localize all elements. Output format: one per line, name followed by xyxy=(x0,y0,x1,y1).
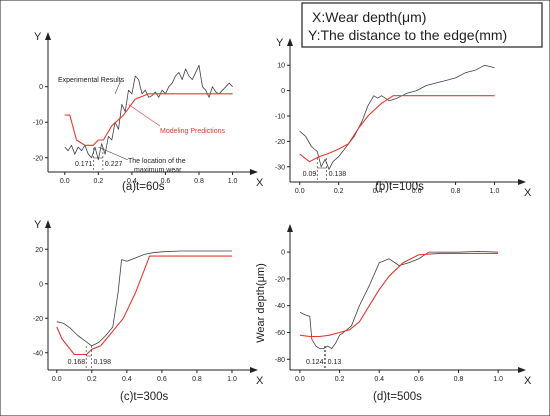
panel-b-x-axis-letter: X xyxy=(524,187,532,199)
panel-a-x-tick-label: 0.6 xyxy=(161,178,171,185)
panel-a-model-line xyxy=(64,93,233,146)
annotation-model-leader xyxy=(128,104,161,127)
panel-b-marker-label: 0.09 xyxy=(303,171,317,178)
panel-b-x-axis-arrow xyxy=(518,179,526,185)
x-definition: X:Wear depth(μm) xyxy=(312,9,426,25)
panel-c-caption: (c)t=300s xyxy=(120,391,169,403)
panel-d-y-axis-title: Wear depth(μm) xyxy=(255,263,267,343)
axis-key: X:Wear depth(μm) Y:The distance to the e… xyxy=(301,2,543,48)
panel-b-y-tick-label: 0 xyxy=(281,88,285,95)
panel-c-x-tick-label: 0.8 xyxy=(192,376,202,383)
panel-a-marker-label: 0.227 xyxy=(105,161,123,168)
panel-d-model-line xyxy=(299,252,499,338)
panel-c-x-tick-label: 0.0 xyxy=(52,376,62,383)
annotation-model: Modeling Predictions xyxy=(160,128,225,135)
panel-b-y-axis-letter: Y xyxy=(276,37,284,49)
panel-a-y-tick-label: -20 xyxy=(33,155,43,162)
panel-d-x-axis-letter: X xyxy=(524,375,532,387)
panel-a-x-tick-label: 0.2 xyxy=(93,178,103,185)
panel-a-y-tick-label: -10 xyxy=(33,120,43,127)
panel-c: (c)t=300s X Y 0.0 0.2 0.4 0.6 0.8 1.0 -40 -20 0 20 0… xyxy=(33,219,264,403)
panel-b-y-tick-label: -10 xyxy=(275,114,285,121)
panel-b-x-tick-label: 0.6 xyxy=(412,188,422,195)
axis-key-frame xyxy=(301,2,543,48)
panel-c-y-tick-label: 20 xyxy=(35,247,43,254)
panel-b-x-tick-label: 0.2 xyxy=(334,188,344,195)
panel-b: (b)t=100s X Y 0.0 0.2 0.4 0.6 0.8 1.0 -30 -20 -10 0… xyxy=(275,37,532,199)
panel-a-x-tick-label: 1.0 xyxy=(228,178,238,185)
panel-c-experimental-line xyxy=(56,250,232,347)
panel-b-experimental-line xyxy=(299,64,495,170)
panel-d-x-tick-label: 0.0 xyxy=(295,376,305,383)
panel-a-x-axis-letter: X xyxy=(256,177,264,189)
panel-d-marker-label: 0.13 xyxy=(328,359,342,366)
panel-d-x-tick-label: 1.0 xyxy=(493,376,503,383)
panel-d-y-tick-label: -80 xyxy=(275,357,285,364)
panel-a-x-tick-label: 0.0 xyxy=(60,178,70,185)
panel-d-caption: (d)t=500s xyxy=(373,391,422,403)
panel-d-y-axis-arrow xyxy=(287,224,293,232)
panel-c-y-tick-label: -40 xyxy=(33,350,43,357)
panel-c-marker-label: 0.198 xyxy=(93,359,111,366)
panel-a: (a)t=60s X Y 0.0 0.2 0.4 0.6 0.8 1.0 -20 -10 0 0.17… xyxy=(33,31,264,193)
panel-b-x-tick-label: 1.0 xyxy=(490,188,500,195)
panel-a-caption: (a)t=60s xyxy=(122,181,165,193)
panel-a-marker-label: 0.171 xyxy=(75,161,93,168)
panel-b-y-tick-label: -30 xyxy=(275,164,285,171)
panel-c-x-tick-label: 0.2 xyxy=(87,376,97,383)
panel-b-x-tick-label: 0.4 xyxy=(373,188,383,195)
panel-d-x-tick-label: 0.6 xyxy=(414,376,424,383)
panel-c-model-line xyxy=(56,255,232,356)
panel-c-y-tick-label: -20 xyxy=(33,316,43,323)
panel-c-x-tick-label: 0.6 xyxy=(157,376,167,383)
annotation-experimental-leader xyxy=(114,79,122,94)
panel-d-y-tick-label: -40 xyxy=(275,303,285,310)
annotation-max-wear-1: The location of the xyxy=(128,158,186,165)
panel-b-y-tick-label: 10 xyxy=(277,63,285,70)
y-definition: Y:The distance to the edge(mm) xyxy=(308,27,507,43)
panel-c-x-axis-letter: X xyxy=(256,375,264,387)
panel-a-y-axis-arrow xyxy=(45,32,51,40)
annotation-max-wear-2: maximum wear xyxy=(134,167,182,174)
panel-b-x-tick-label: 0.0 xyxy=(295,188,305,195)
panel-d-y-tick-label: -20 xyxy=(275,276,285,283)
panel-d-x-axis-arrow xyxy=(518,367,526,373)
panel-c-x-tick-label: 1.0 xyxy=(227,376,237,383)
panel-b-y-tick-label: -20 xyxy=(275,139,285,146)
panel-d-y-tick-label: 0 xyxy=(281,250,285,257)
panel-c-y-tick-label: 0 xyxy=(39,281,43,288)
panel-a-x-tick-label: 0.8 xyxy=(194,178,204,185)
panel-b-y-axis-arrow xyxy=(287,38,293,46)
annotation-experimental: Experimental Results xyxy=(58,77,125,84)
panel-a-x-tick-label: 0.4 xyxy=(127,178,137,185)
panel-a-experimental-line xyxy=(64,64,233,161)
panel-c-y-axis-arrow xyxy=(45,220,51,228)
panel-b-caption: (b)t=100s xyxy=(375,181,424,193)
annotation-max-wear-leader xyxy=(98,146,129,161)
panel-a-y-axis-letter: Y xyxy=(34,31,42,43)
panel-c-x-axis-arrow xyxy=(250,367,258,373)
panel-a-x-axis-arrow xyxy=(250,169,258,175)
panel-d-experimental-line xyxy=(299,250,499,350)
panel-b-x-tick-label: 0.8 xyxy=(451,188,461,195)
panel-a-y-tick-label: 0 xyxy=(39,84,43,91)
panel-c-x-tick-label: 0.4 xyxy=(122,376,132,383)
panel-d-x-tick-label: 0.2 xyxy=(335,376,345,383)
panel-d-y-tick-label: -60 xyxy=(275,330,285,337)
panel-b-marker-label: 0.138 xyxy=(329,171,347,178)
panel-c-marker-label: 0.168 xyxy=(68,359,86,366)
panel-d-x-tick-label: 0.8 xyxy=(454,376,464,383)
panel-d: (d)t=500s X Wear depth(μm) 0.0 0.2 0.4 0.6 0.8… xyxy=(255,224,532,403)
panel-d-marker-label: 0.124 xyxy=(306,359,324,366)
panel-d-x-tick-label: 0.4 xyxy=(374,376,384,383)
panel-c-y-axis-letter: Y xyxy=(34,219,42,231)
panel-b-model-line xyxy=(299,95,495,163)
